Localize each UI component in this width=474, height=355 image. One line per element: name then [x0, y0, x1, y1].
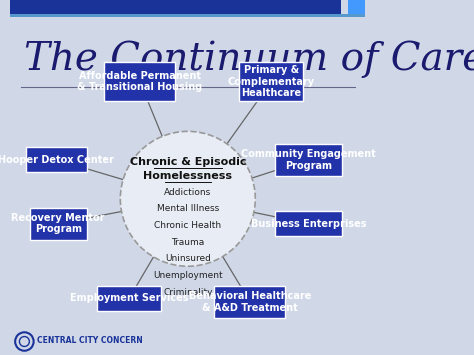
Text: The Continuum of Care: The Continuum of Care: [24, 41, 474, 78]
Text: Criminality: Criminality: [163, 288, 212, 297]
Text: Uninsured: Uninsured: [165, 254, 211, 263]
FancyBboxPatch shape: [214, 286, 285, 318]
Text: Business Enterprises: Business Enterprises: [251, 219, 366, 229]
FancyBboxPatch shape: [30, 208, 87, 240]
Text: Community Engagement
Program: Community Engagement Program: [241, 149, 376, 170]
FancyBboxPatch shape: [347, 0, 365, 14]
Text: Employment Services: Employment Services: [70, 293, 189, 303]
FancyBboxPatch shape: [26, 147, 87, 172]
Text: Behavioral Healthcare
& A&D Treatment: Behavioral Healthcare & A&D Treatment: [189, 291, 311, 312]
Text: Affordable Permanent
& Transitional Housing: Affordable Permanent & Transitional Hous…: [77, 71, 202, 92]
Text: Chronic Health: Chronic Health: [154, 221, 221, 230]
Text: Addictions: Addictions: [164, 187, 211, 197]
FancyBboxPatch shape: [10, 14, 365, 17]
Text: Homelessness: Homelessness: [143, 171, 232, 181]
FancyBboxPatch shape: [239, 62, 303, 101]
Text: Recovery Mentor
Program: Recovery Mentor Program: [11, 213, 105, 234]
FancyBboxPatch shape: [104, 62, 175, 101]
FancyBboxPatch shape: [275, 211, 342, 236]
Text: Primary &
Complementary
Healthcare: Primary & Complementary Healthcare: [228, 65, 315, 98]
Text: Hooper Detox Center: Hooper Detox Center: [0, 155, 114, 165]
Circle shape: [120, 131, 255, 266]
FancyBboxPatch shape: [275, 144, 342, 176]
Text: Chronic & Episodic: Chronic & Episodic: [129, 157, 246, 167]
Text: Trauma: Trauma: [171, 237, 204, 247]
Text: CENTRAL CITY CONCERN: CENTRAL CITY CONCERN: [37, 336, 143, 345]
Text: Mental Illness: Mental Illness: [157, 204, 219, 213]
Text: Unemployment: Unemployment: [153, 271, 223, 280]
FancyBboxPatch shape: [10, 0, 340, 14]
FancyBboxPatch shape: [97, 286, 161, 311]
